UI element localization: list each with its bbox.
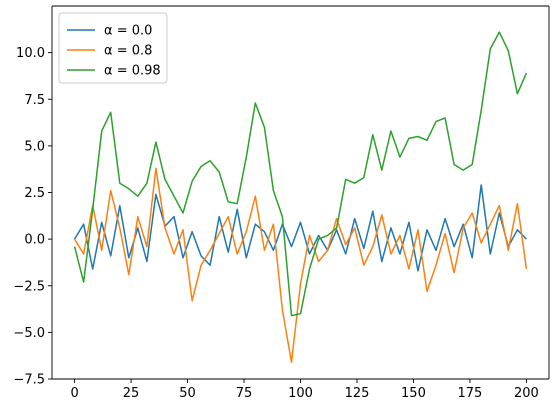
x-tick-label: 0 bbox=[70, 386, 78, 401]
y-tick-label: 7.5 bbox=[24, 93, 45, 108]
series-layer bbox=[73, 31, 528, 363]
series-line-0 bbox=[73, 184, 527, 272]
x-tick-label: 175 bbox=[458, 386, 483, 401]
y-tick-label: 2.5 bbox=[24, 186, 45, 201]
x-tick-label: 75 bbox=[236, 386, 253, 401]
x-tick-label: 100 bbox=[288, 386, 313, 401]
series-line-2 bbox=[73, 31, 528, 317]
legend-label-2: α = 0.98 bbox=[104, 64, 161, 79]
y-tick-label: 5.0 bbox=[24, 139, 45, 154]
y-tick-label: 10.0 bbox=[16, 46, 45, 61]
series-line-1 bbox=[73, 167, 528, 363]
axes-frame bbox=[51, 5, 550, 380]
y-tick-label: −2.5 bbox=[13, 279, 45, 294]
legend-label-1: α = 0.8 bbox=[104, 44, 152, 59]
y-tick-label: −7.5 bbox=[13, 373, 45, 388]
x-tick-label: 25 bbox=[123, 386, 140, 401]
x-tick-label: 150 bbox=[401, 386, 426, 401]
legend: α = 0.0 α = 0.8 α = 0.98 bbox=[58, 12, 168, 84]
y-axis-ticks: −7.5 −5.0 −2.5 0.0 2.5 5.0 7.5 10.0 bbox=[13, 46, 52, 388]
x-tick-label: 125 bbox=[345, 386, 370, 401]
x-tick-label: 200 bbox=[514, 386, 539, 401]
y-tick-label: −5.0 bbox=[13, 326, 45, 341]
x-tick-label: 50 bbox=[179, 386, 196, 401]
x-axis-ticks: 0 25 50 75 100 125 150 175 200 bbox=[70, 379, 539, 401]
y-tick-label: 0.0 bbox=[24, 233, 45, 248]
legend-label-0: α = 0.0 bbox=[104, 24, 152, 39]
